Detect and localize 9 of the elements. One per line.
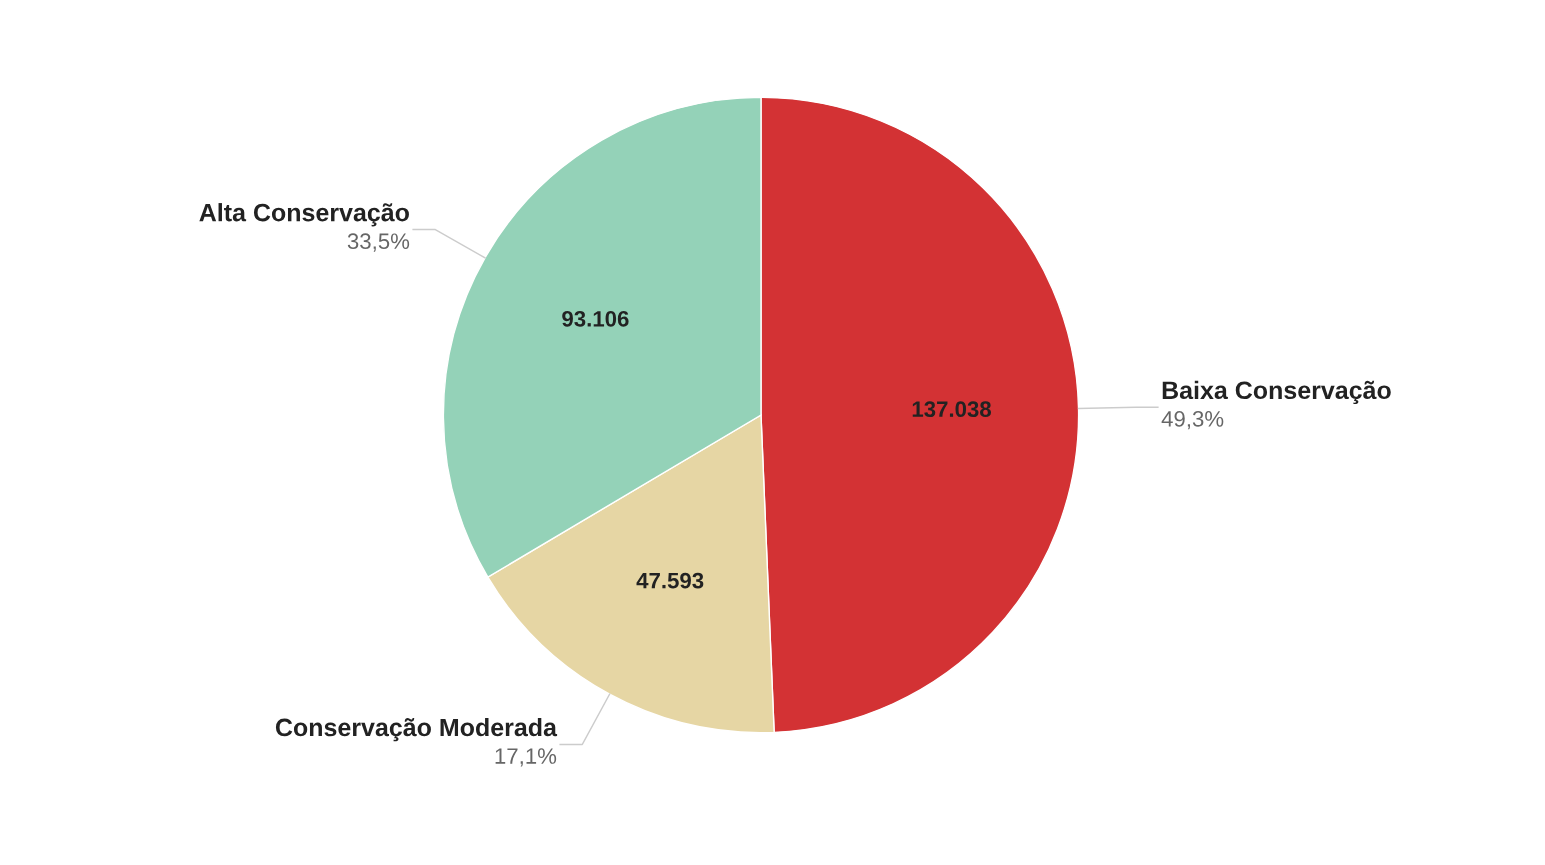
data-label: 47.593 <box>636 572 704 589</box>
slice-label: Conservação Moderada <box>275 717 558 742</box>
slice-label: Baixa Conservação <box>1162 380 1391 405</box>
text: 33,5% <box>347 233 410 252</box>
text: 17,1% <box>495 748 557 767</box>
text: 49,3% <box>1161 411 1224 430</box>
data-label: 137.038 <box>912 401 992 418</box>
slice-label: Alta Conservação <box>199 203 409 227</box>
data-label: 93.106 <box>562 310 629 327</box>
